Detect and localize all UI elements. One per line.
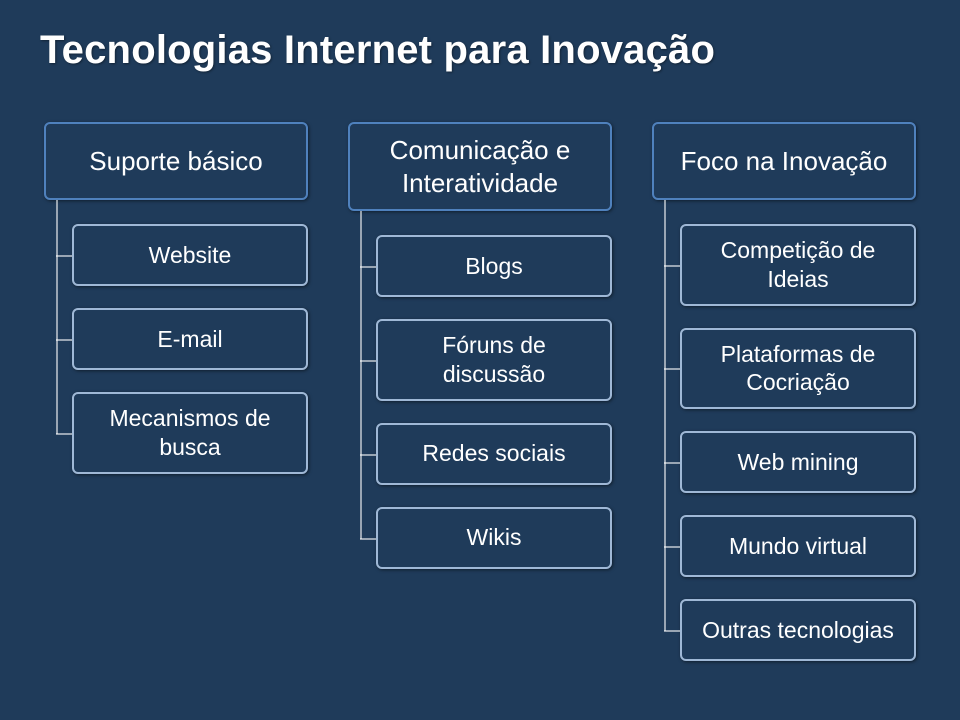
child-wrap: Redes sociais [376,423,612,485]
node-website: Website [72,224,308,286]
page-title: Tecnologias Internet para Inovação [40,28,920,72]
children-foco-inovacao: Competição de Ideias Plataformas de Cocr… [680,224,916,661]
node-email: E-mail [72,308,308,370]
column-comunicacao: Comunicação e Interatividade Blogs Fórun… [348,122,612,683]
child-wrap: Mecanismos de busca [72,392,308,474]
child-wrap: Plataformas de Cocriação [680,328,916,410]
child-wrap: Outras tecnologias [680,599,916,661]
node-blogs: Blogs [376,235,612,297]
header-foco-inovacao: Foco na Inovação [652,122,916,200]
child-wrap: Fóruns de discussão [376,319,612,401]
node-mecanismos-busca: Mecanismos de busca [72,392,308,474]
child-wrap: Website [72,224,308,286]
node-wikis: Wikis [376,507,612,569]
header-comunicacao: Comunicação e Interatividade [348,122,612,211]
node-outras-tecnologias: Outras tecnologias [680,599,916,661]
child-wrap: Mundo virtual [680,515,916,577]
header-suporte-basico: Suporte básico [44,122,308,200]
column-foco-inovacao: Foco na Inovação Competição de Ideias Pl… [652,122,916,683]
node-mundo-virtual: Mundo virtual [680,515,916,577]
node-web-mining: Web mining [680,431,916,493]
child-wrap: Competição de Ideias [680,224,916,306]
node-foruns: Fóruns de discussão [376,319,612,401]
column-suporte-basico: Suporte básico Website E-mail Mecanismos… [44,122,308,683]
slide: Tecnologias Internet para Inovação Supor… [0,0,960,720]
children-comunicacao: Blogs Fóruns de discussão Redes sociais … [376,235,612,569]
connector-spine [360,211,362,539]
child-wrap: E-mail [72,308,308,370]
connector-spine [664,200,666,631]
child-wrap: Web mining [680,431,916,493]
node-competicao-ideias: Competição de Ideias [680,224,916,306]
connector-spine [56,200,58,434]
node-plataformas-cocriacao: Plataformas de Cocriação [680,328,916,410]
child-wrap: Blogs [376,235,612,297]
children-suporte-basico: Website E-mail Mecanismos de busca [72,224,308,474]
diagram-columns: Suporte básico Website E-mail Mecanismos… [40,122,920,683]
child-wrap: Wikis [376,507,612,569]
node-redes-sociais: Redes sociais [376,423,612,485]
